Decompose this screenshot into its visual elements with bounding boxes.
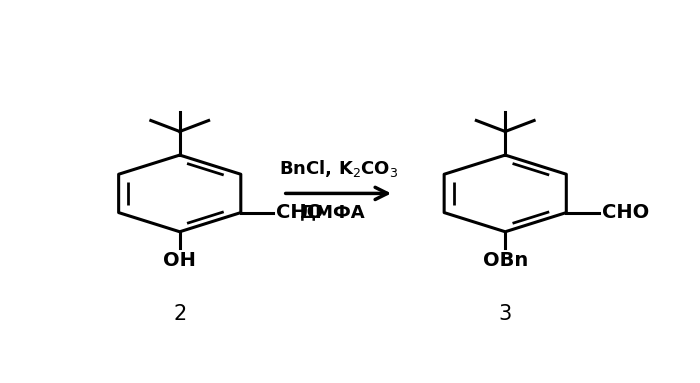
Text: ДМФА: ДМФА	[300, 204, 366, 222]
Text: CHO: CHO	[276, 203, 323, 222]
Text: OH: OH	[163, 251, 196, 270]
Text: 2: 2	[173, 304, 186, 324]
Text: OBn: OBn	[482, 251, 528, 270]
Text: CHO: CHO	[601, 203, 649, 222]
Text: 3: 3	[498, 304, 512, 324]
Text: BnCl, K$_2$CO$_3$: BnCl, K$_2$CO$_3$	[279, 158, 398, 179]
